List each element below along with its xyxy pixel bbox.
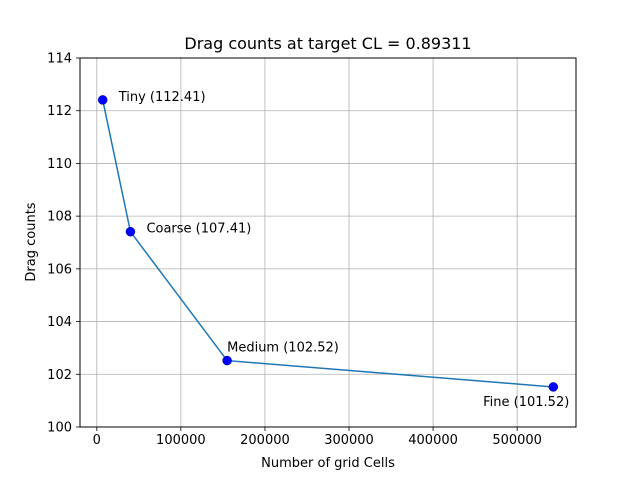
y-tick-label: 112 xyxy=(47,104,72,119)
series: Tiny (112.41) Coarse (107.41) Medium (102.… xyxy=(97,90,569,410)
x-tick-label: 300000 xyxy=(324,433,374,448)
data-point xyxy=(97,95,108,105)
data-point xyxy=(548,382,559,392)
plot-frame xyxy=(79,57,577,428)
data-point xyxy=(125,226,136,237)
y-tick-label: 104 xyxy=(47,315,72,330)
x-tick-label: 200000 xyxy=(240,433,290,448)
data-label: Fine (101.52) xyxy=(483,395,569,410)
x-tick-label: 500000 xyxy=(492,433,542,448)
data-label: Medium (102.52) xyxy=(227,341,339,356)
data-point xyxy=(222,355,232,366)
x-tick-label: 400000 xyxy=(408,433,458,448)
x-axis-label: Number of grid Cells xyxy=(261,456,395,471)
ticks: 0 100000 200000 300000 400000 500000 100 102 104… xyxy=(47,52,542,449)
series-line xyxy=(101,99,554,388)
grid xyxy=(80,57,576,428)
x-tick-label: 100000 xyxy=(156,433,206,448)
y-tick-label: 110 xyxy=(47,157,72,172)
data-label: Coarse (107.41) xyxy=(146,222,251,237)
y-tick-label: 100 xyxy=(47,421,72,436)
y-tick-label: 106 xyxy=(47,262,72,277)
y-tick-label: 114 xyxy=(47,52,72,67)
y-axis-label: Drag counts xyxy=(24,202,39,281)
y-tick-label: 102 xyxy=(47,368,72,383)
data-label: Tiny (112.41) xyxy=(118,90,206,105)
x-tick-label: 0 xyxy=(93,433,101,448)
chart-title: Drag counts at target CL = 0.89311 xyxy=(184,34,471,53)
y-tick-label: 108 xyxy=(47,210,72,225)
